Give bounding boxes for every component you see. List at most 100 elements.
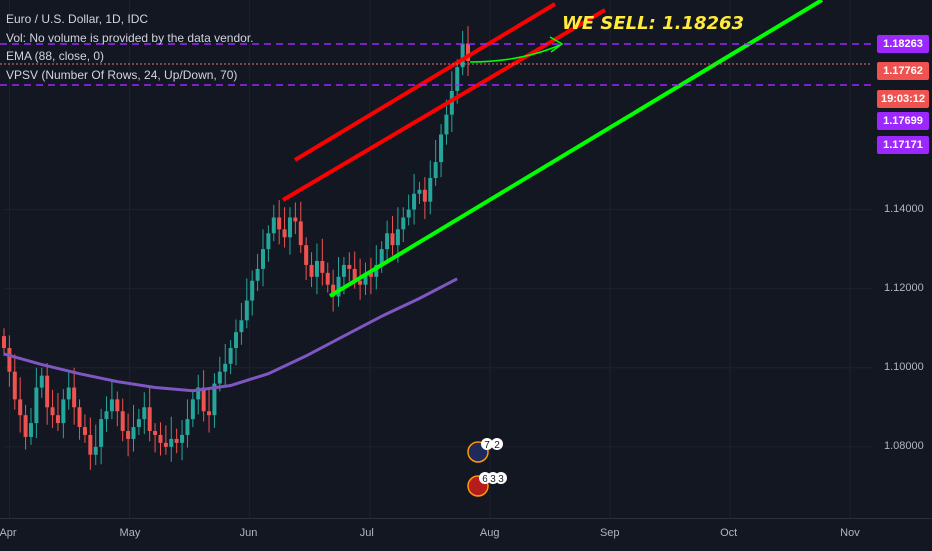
- legend-vpsv[interactable]: VPSV (Number Of Rows, 24, Up/Down, 70): [6, 67, 238, 82]
- legend-volume[interactable]: Vol: No volume is provided by the data v…: [6, 30, 254, 45]
- candle-body: [293, 217, 298, 222]
- candle-body: [104, 411, 109, 420]
- candle-body: [255, 268, 260, 281]
- candle-body: [331, 284, 336, 297]
- chart-legend: Euro / U.S. Dollar, 1D, IDC Vol: No volu…: [6, 10, 253, 84]
- y-tick-label: 1.08000: [884, 439, 924, 452]
- candle-body: [99, 419, 104, 447]
- candle-body: [147, 407, 152, 432]
- x-tick-label: Nov: [840, 527, 860, 539]
- candle-body: [244, 300, 249, 321]
- event-badge-count: 3: [498, 474, 504, 485]
- candle-body: [309, 264, 314, 277]
- candle-body: [341, 264, 346, 277]
- candle-body: [34, 387, 39, 424]
- candle-body: [207, 411, 212, 416]
- x-tick-label: Sep: [599, 527, 620, 539]
- candle-body: [374, 264, 379, 277]
- candle-body: [180, 434, 185, 443]
- candle-body: [428, 177, 433, 202]
- candle-body: [325, 272, 330, 285]
- legend-title[interactable]: Euro / U.S. Dollar, 1D, IDC: [6, 12, 149, 26]
- candle-body: [223, 363, 228, 372]
- candle-body: [109, 399, 114, 412]
- candle-body: [234, 332, 239, 348]
- event-badge-count: 2: [494, 440, 500, 451]
- candle-body: [336, 276, 341, 297]
- candle-body: [39, 375, 44, 388]
- resistance-line-lower[interactable]: [281, 8, 607, 202]
- candle-body: [363, 272, 368, 285]
- time-axis[interactable]: [0, 518, 932, 551]
- candle-body: [385, 233, 390, 250]
- candle-body: [142, 407, 147, 420]
- y-tick-label: 1.12000: [884, 281, 924, 294]
- x-tick-label: Jul: [359, 527, 374, 539]
- candle-body: [320, 260, 325, 273]
- candle-body: [395, 229, 400, 246]
- candle-body: [358, 280, 363, 285]
- candle-body: [120, 411, 125, 432]
- candle-body: [455, 67, 460, 91]
- candle-body: [50, 407, 55, 416]
- resistance-line-upper[interactable]: [293, 2, 557, 162]
- candle-body: [126, 431, 131, 439]
- price-label-level2: 1.17699: [877, 112, 929, 130]
- candle-body: [466, 43, 471, 61]
- candle-body: [131, 427, 136, 439]
- candle-body: [23, 415, 28, 437]
- legend-ema[interactable]: EMA (88, close, 0): [6, 49, 105, 63]
- candle-body: [406, 209, 411, 218]
- candle-body: [228, 347, 233, 364]
- candle-body: [433, 162, 438, 178]
- ema-line: [3, 277, 458, 393]
- candle-body: [55, 415, 60, 424]
- event-badge-count: 7: [484, 440, 490, 451]
- candle-body: [217, 371, 222, 384]
- event-badge: [481, 438, 493, 450]
- candle-body: [7, 347, 12, 372]
- candle-body: [417, 189, 422, 194]
- candle-body: [250, 280, 255, 301]
- x-tick-label: Apr: [0, 527, 17, 539]
- y-tick-label: 1.10000: [884, 360, 924, 373]
- candle-body: [449, 90, 454, 115]
- candle-body: [260, 249, 265, 269]
- candle-body: [412, 193, 417, 210]
- candle-body: [77, 407, 82, 428]
- candle-body: [169, 438, 174, 447]
- candle-body: [379, 249, 384, 265]
- candle-body: [66, 387, 71, 400]
- x-tick-label: Oct: [720, 527, 738, 539]
- y-tick-label: 1.14000: [884, 202, 924, 215]
- event-badge: [491, 438, 503, 450]
- arrow-head: [549, 36, 564, 53]
- event-badge-count: 6: [482, 474, 488, 485]
- candle-body: [190, 399, 195, 420]
- candle-body: [115, 399, 120, 412]
- candle-body: [2, 336, 6, 348]
- candle-body: [174, 438, 179, 443]
- candle-body: [266, 233, 271, 250]
- candle-body: [304, 245, 309, 265]
- candle-body: [136, 419, 141, 428]
- support-line[interactable]: [328, 0, 824, 298]
- candle-body: [88, 434, 93, 455]
- x-tick-label: Aug: [479, 527, 500, 539]
- candle-body: [72, 387, 77, 408]
- price-label-countdown: 19:03:12: [877, 90, 929, 108]
- x-tick-label: May: [119, 527, 141, 539]
- candle-body: [460, 43, 465, 68]
- candle-body: [158, 434, 163, 443]
- candle-body: [368, 272, 373, 277]
- candle-body: [185, 419, 190, 435]
- candle-body: [18, 399, 23, 416]
- sell-annotation: WE SELL: 1.18263: [562, 13, 745, 34]
- candle-body: [45, 375, 50, 408]
- event-badges[interactable]: 7 2 6 3 3: [467, 438, 507, 497]
- event-badge-count: 3: [490, 474, 496, 485]
- candle-body: [422, 189, 427, 202]
- candle-body: [153, 431, 158, 435]
- candle-body: [163, 442, 168, 447]
